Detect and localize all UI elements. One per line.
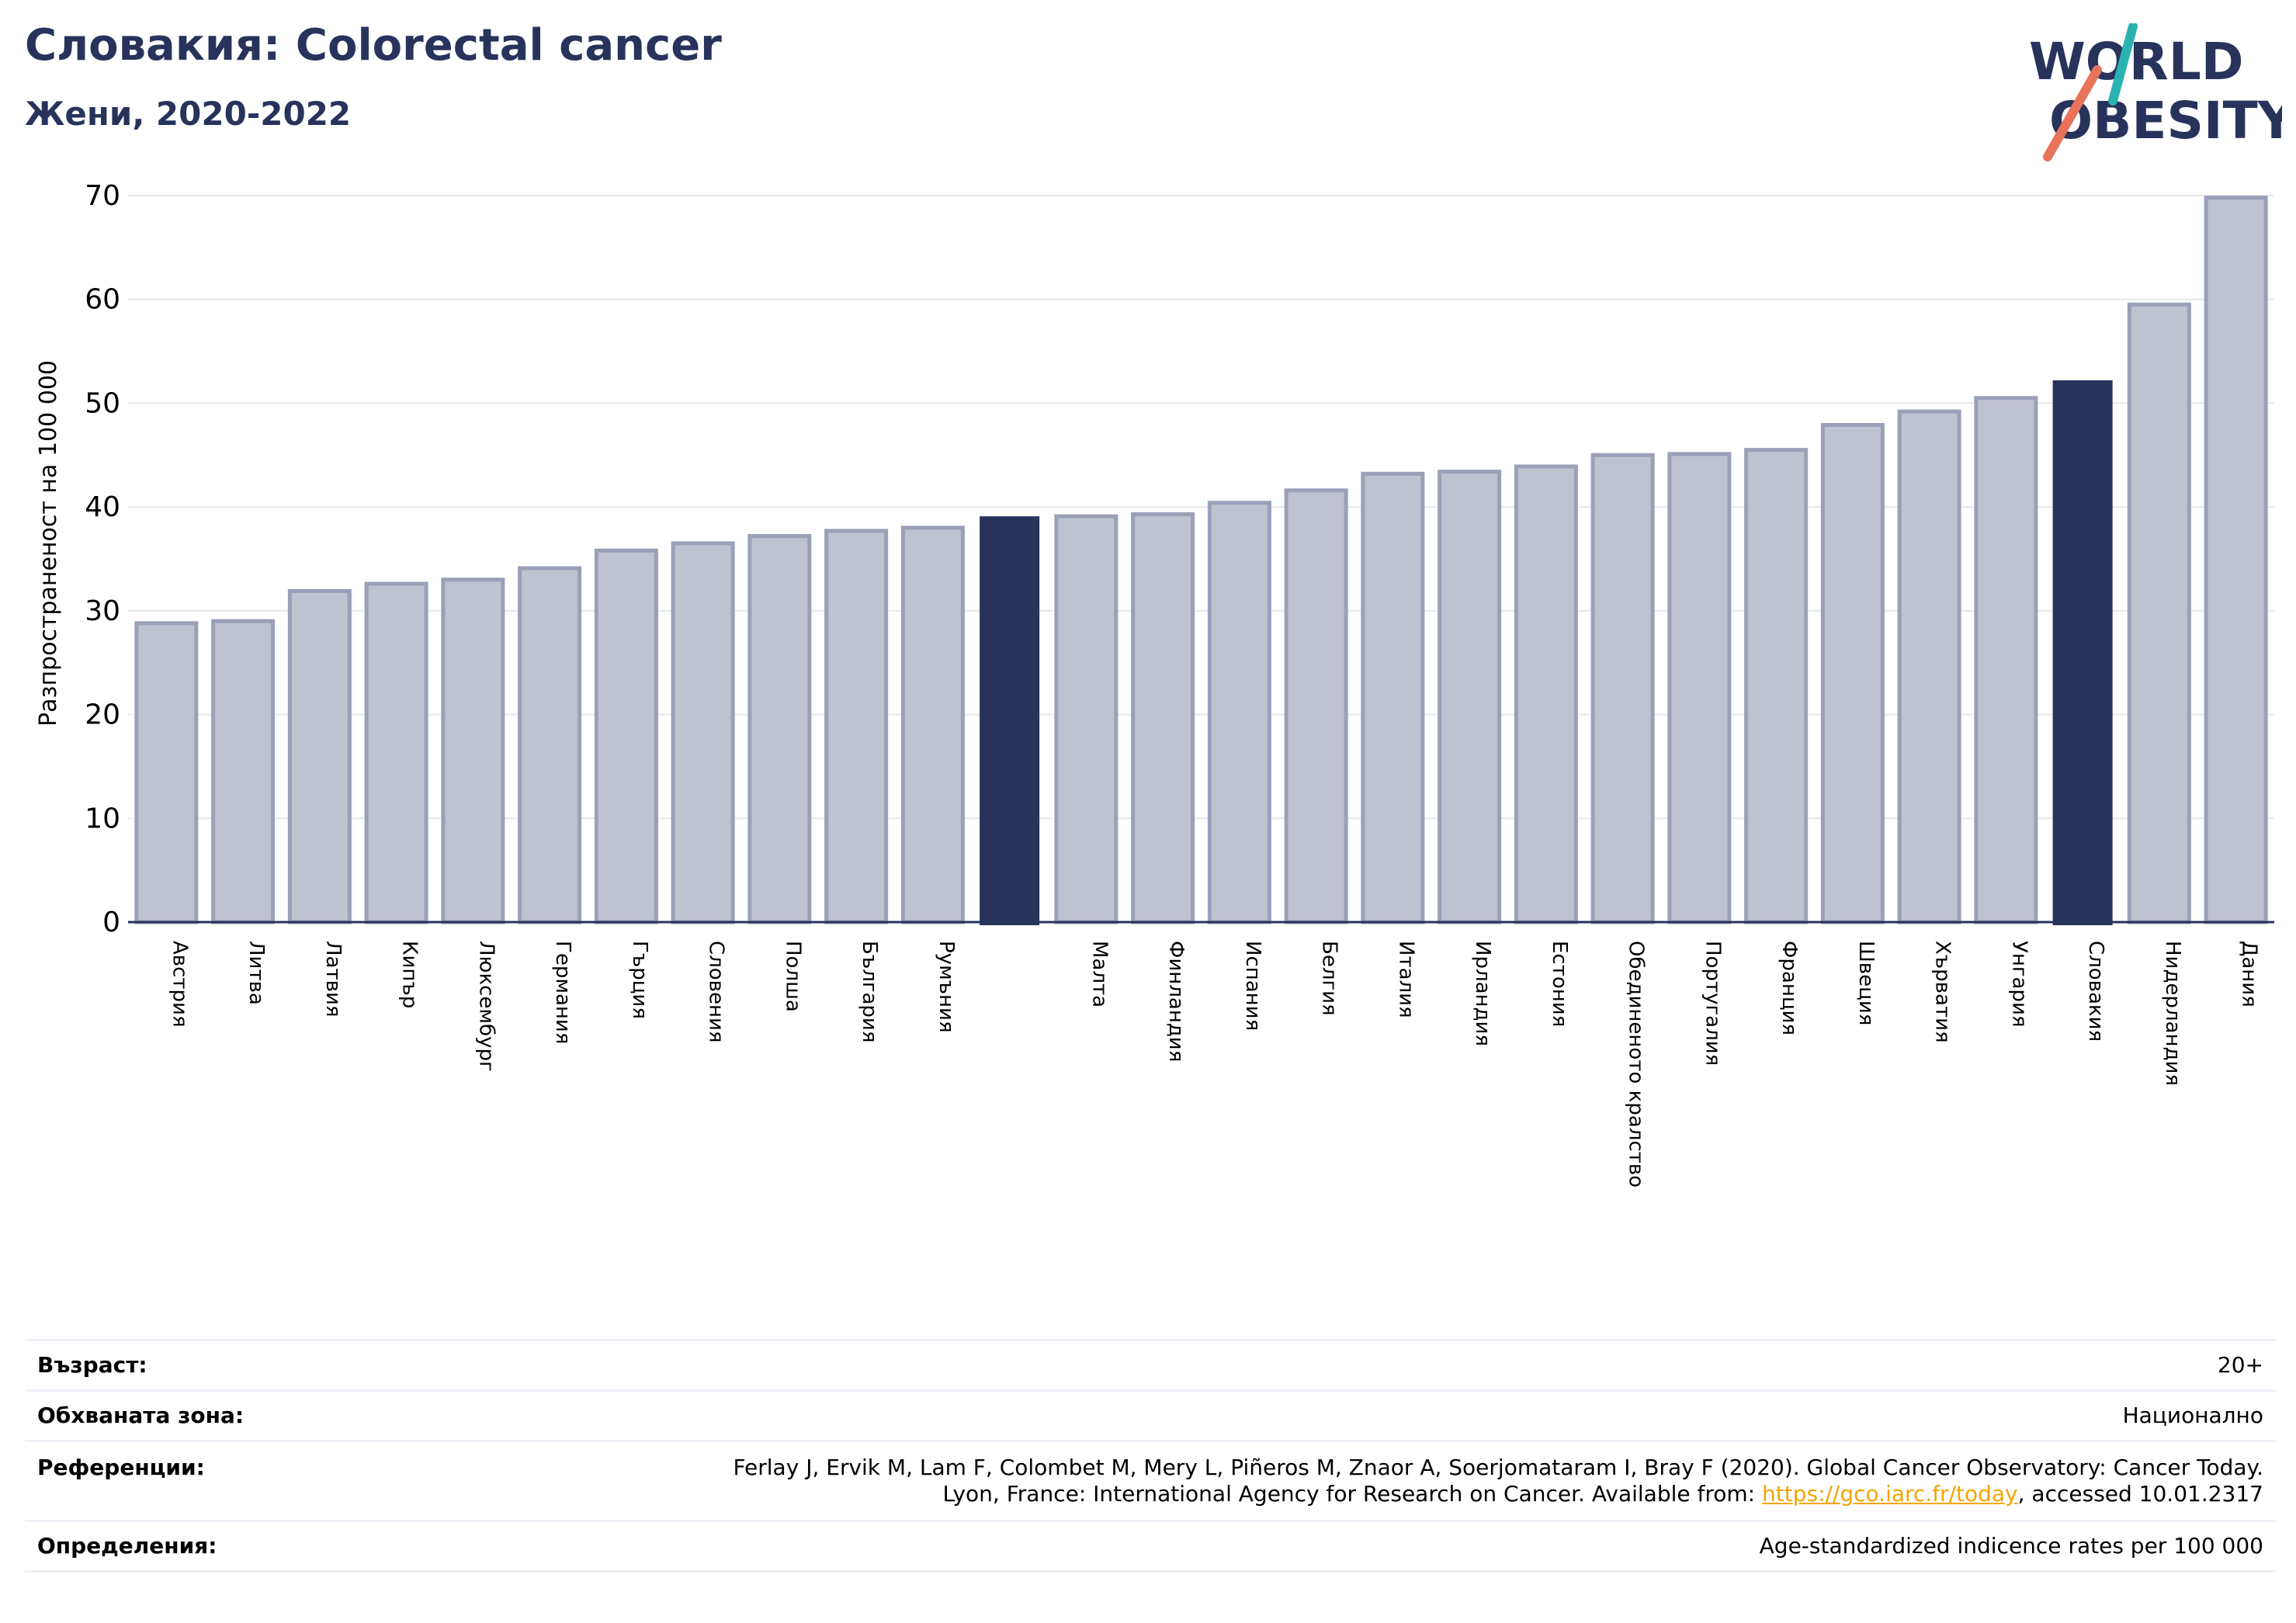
bar-Хърватия [1899, 411, 1959, 922]
info-key-age: Възраст: [25, 1340, 438, 1391]
x-tick-label: Гърция [628, 941, 651, 1019]
y-tick-label: 20 [85, 699, 120, 731]
bar-Обединеното кралство [1593, 455, 1653, 922]
info-row-definitions: Определения: Age-standardized indicence … [25, 1521, 2276, 1572]
x-tick-label: Унгария [2007, 941, 2031, 1027]
x-tick-label: Литва [245, 941, 268, 1005]
info-row-references: Референции: Ferlay J, Ervik M, Lam F, Co… [25, 1441, 2276, 1521]
reference-line-2: Lyon, France: International Agency for R… [450, 1481, 2263, 1507]
y-axis-ticks: 0 10 20 30 40 50 60 70 [85, 180, 120, 938]
bar-България [827, 531, 886, 922]
bar-Италия [1363, 473, 1423, 922]
x-tick-label: Словения [705, 941, 728, 1043]
bar-Германия [520, 568, 580, 922]
x-tick-label: Финландия [1164, 941, 1188, 1062]
bar-Кипър [366, 584, 426, 922]
reference-line-2-pre: Lyon, France: International Agency for R… [942, 1481, 1762, 1507]
info-row-area: Обхваната зона: Национално [25, 1391, 2276, 1441]
info-key-area: Обхваната зона: [25, 1391, 438, 1441]
x-tick-label: Словакия [2084, 941, 2107, 1042]
info-row-age: Възраст: 20+ [25, 1340, 2276, 1391]
x-tick-label: Люксембург [474, 941, 498, 1072]
bar-Малта [1056, 516, 1116, 922]
bar-Франция [1746, 450, 1806, 922]
bar-Дания [2206, 198, 2266, 922]
bar-Португалия [1670, 454, 1729, 922]
x-tick-label: Малта [1087, 941, 1111, 1007]
y-tick-label: 50 [85, 387, 120, 419]
bar-Швеция [1823, 425, 1882, 922]
reference-link[interactable]: https://gco.iarc.fr/today [1762, 1481, 2018, 1507]
y-tick-label: 10 [85, 803, 120, 834]
bar-Финландия [1133, 515, 1193, 922]
info-key-definitions: Определения: [25, 1521, 438, 1572]
y-tick-label: 70 [85, 180, 120, 212]
info-value-definitions: Age-standardized indicence rates per 100… [438, 1521, 2276, 1572]
x-axis-labels: Австрия Литва Латвия Кипър Люксембург Германи… [168, 941, 2260, 1188]
bar-Испания [1209, 503, 1269, 922]
x-tick-label: Латвия [321, 941, 345, 1018]
x-tick-label: Белгия [1318, 941, 1341, 1016]
x-tick-label: Ирландия [1471, 941, 1494, 1046]
x-tick-label: Обединеното кралство [1625, 941, 1648, 1188]
bars [137, 198, 2266, 925]
x-tick-label: Дания [2238, 941, 2261, 1007]
x-tick-label: Хърватия [1931, 941, 1954, 1043]
x-tick-label: Португалия [1701, 941, 1724, 1066]
bar-Гърция [596, 550, 656, 922]
x-tick-label: Нидерландия [2161, 941, 2184, 1086]
bar-Полша [750, 536, 810, 922]
y-tick-label: 30 [85, 595, 120, 627]
bar-Латвия [290, 591, 349, 922]
info-value-area: Национално [438, 1391, 2276, 1441]
bar-Австрия [137, 623, 196, 922]
info-value-references: Ferlay J, Ervik M, Lam F, Colombet M, Me… [438, 1441, 2276, 1521]
bar-Нидерландия [2129, 304, 2189, 922]
x-tick-label: Румъния [935, 941, 958, 1033]
bar-highlight [980, 516, 1039, 925]
x-tick-label: Швеция [1854, 941, 1878, 1025]
x-tick-label: Германия [551, 941, 574, 1044]
bar-Белгия [1286, 491, 1346, 922]
x-tick-label: Кипър [398, 941, 421, 1008]
x-tick-label: Испания [1241, 941, 1264, 1031]
x-tick-label: Естония [1548, 941, 1571, 1027]
bar-Ирландия [1440, 472, 1500, 922]
x-tick-label: Австрия [168, 941, 191, 1028]
y-tick-label: 60 [85, 284, 120, 316]
bar-Литва [213, 621, 273, 922]
reference-line-2-post: , accessed 10.01.2317 [2018, 1481, 2263, 1507]
info-key-references: Референции: [25, 1441, 438, 1521]
y-axis-label: Разпространеност на 100 000 [35, 360, 62, 727]
bar-Румъния [903, 528, 962, 922]
reference-line-1: Ferlay J, Ervik M, Lam F, Colombet M, Me… [450, 1455, 2263, 1481]
bar-Словакия [2053, 380, 2113, 925]
bar-Унгария [1976, 398, 2036, 922]
bar-Естония [1516, 466, 1576, 922]
bar-Люксембург [443, 580, 503, 922]
bar-chart: 0 10 20 30 40 50 60 70 Австрия Литва Латвия Кипър Л… [0, 0, 2296, 1320]
x-tick-label: Полша [781, 941, 804, 1012]
info-value-age: 20+ [438, 1340, 2276, 1391]
x-tick-label: Франция [1777, 941, 1801, 1035]
info-table: Възраст: 20+ Обхваната зона: Национално … [25, 1339, 2276, 1573]
bar-Словения [673, 543, 733, 922]
y-tick-label: 40 [85, 491, 120, 523]
x-tick-label: България [858, 941, 881, 1042]
y-tick-label: 0 [102, 907, 120, 938]
x-tick-label: Италия [1394, 941, 1417, 1018]
